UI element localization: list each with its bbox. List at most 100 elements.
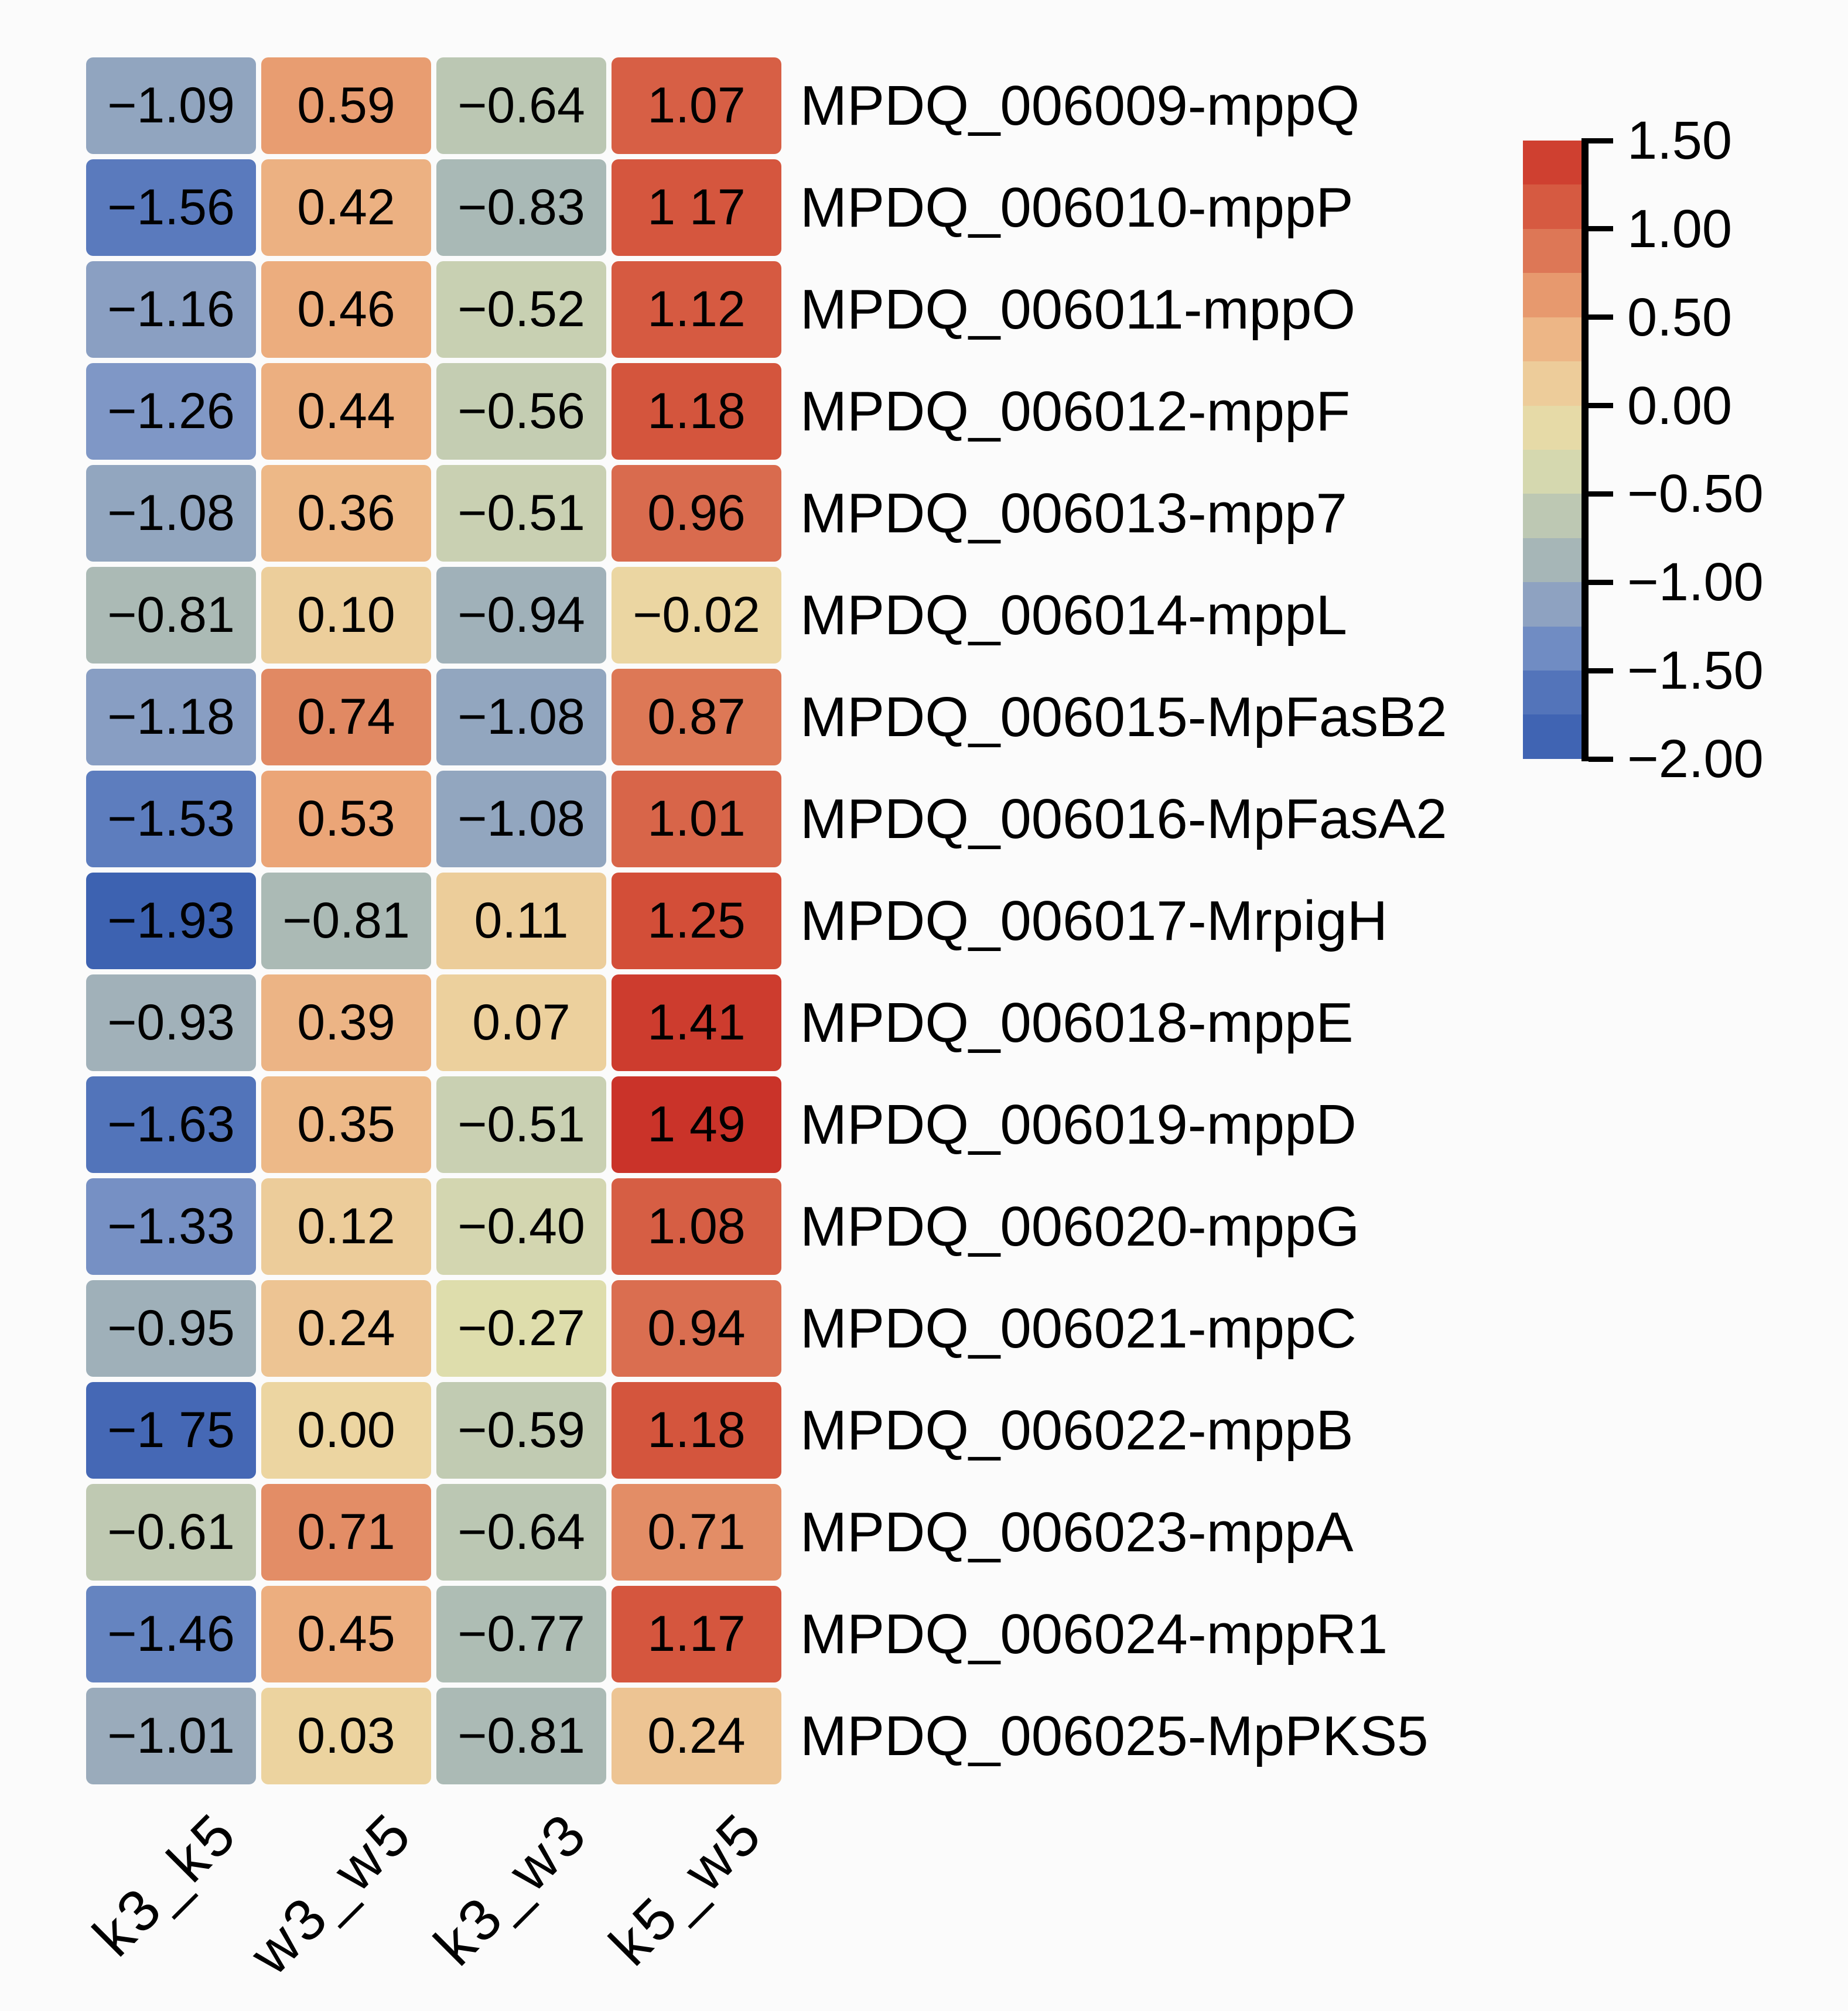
heatmap-cell: −1.08 bbox=[86, 465, 256, 562]
cell-value: 1.18 bbox=[647, 1402, 746, 1458]
cell-value: 0.96 bbox=[647, 485, 746, 541]
heatmap-cell: 0.03 bbox=[261, 1688, 431, 1784]
row-label: MPDQ_006012-mppF bbox=[800, 380, 1351, 443]
cell-value: −0.81 bbox=[457, 1708, 585, 1764]
heatmap-cell: 0.36 bbox=[261, 465, 431, 562]
cell-value: −0.40 bbox=[457, 1198, 585, 1254]
colorbar-band bbox=[1523, 449, 1581, 494]
heatmap-cell: −0.64 bbox=[436, 57, 606, 154]
colorbar-gradient bbox=[1523, 141, 1581, 759]
heatmap-cell: −1.33 bbox=[86, 1178, 256, 1275]
cell-value: 0.46 bbox=[297, 281, 395, 337]
heatmap-cell: −0.51 bbox=[436, 1076, 606, 1173]
cell-value: −0.27 bbox=[457, 1300, 585, 1356]
heatmap-cell: −0.81 bbox=[436, 1688, 606, 1784]
heatmap-cell: 0.35 bbox=[261, 1076, 431, 1173]
cell-value: −1 75 bbox=[107, 1402, 235, 1458]
heatmap-cell: −1 75 bbox=[86, 1382, 256, 1479]
row-label: MPDQ_006024-mppR1 bbox=[800, 1603, 1388, 1665]
colorbar-axis-line bbox=[1581, 138, 1589, 761]
heatmap-cell: −1.09 bbox=[86, 57, 256, 154]
heatmap-cell: 0.24 bbox=[261, 1280, 431, 1377]
heatmap-cell: −1.46 bbox=[86, 1586, 256, 1682]
cell-value: 0.10 bbox=[297, 587, 395, 643]
row-label: MPDQ_006023-mppA bbox=[800, 1501, 1354, 1564]
heatmap-cell: −0.40 bbox=[436, 1178, 606, 1275]
colorbar-tick bbox=[1589, 668, 1613, 673]
cell-value: −0.61 bbox=[107, 1504, 235, 1560]
heatmap-cell: −0.02 bbox=[612, 567, 781, 664]
colorbar-band bbox=[1523, 626, 1581, 671]
row-label: MPDQ_006016-MpFasA2 bbox=[800, 788, 1447, 850]
heatmap-cell: 1 17 bbox=[612, 159, 781, 256]
heatmap-cell: −0.81 bbox=[86, 567, 256, 664]
cell-value: 0.42 bbox=[297, 179, 395, 235]
colorbar-tick bbox=[1589, 226, 1613, 232]
heatmap-cell: 0.45 bbox=[261, 1586, 431, 1682]
cell-value: −0.64 bbox=[457, 1504, 585, 1560]
cell-value: 0.24 bbox=[297, 1300, 395, 1356]
heatmap-cell: 0.59 bbox=[261, 57, 431, 154]
colorbar-band bbox=[1523, 714, 1581, 759]
cell-value: 1.17 bbox=[647, 1606, 746, 1662]
cell-value: −1.08 bbox=[457, 689, 585, 745]
cell-value: −0.56 bbox=[457, 383, 585, 439]
colorbar-band bbox=[1523, 405, 1581, 450]
cell-value: 1.18 bbox=[647, 383, 746, 439]
row-label: MPDQ_006010-mppP bbox=[800, 176, 1354, 239]
heatmap-cell: −1.53 bbox=[86, 771, 256, 867]
cell-value: −0.59 bbox=[457, 1402, 585, 1458]
colorbar-tick-label: −1.50 bbox=[1627, 641, 1764, 701]
cell-value: 0.71 bbox=[647, 1504, 746, 1560]
heatmap-cell: 1.41 bbox=[612, 974, 781, 1071]
heatmap-cell: 0.42 bbox=[261, 159, 431, 256]
heatmap-cell: 0.87 bbox=[612, 669, 781, 765]
cell-value: 1.08 bbox=[647, 1198, 746, 1254]
heatmap-cell: −0.81 bbox=[261, 873, 431, 969]
heatmap-cell: 0.24 bbox=[612, 1688, 781, 1784]
row-label: MPDQ_006011-mppO bbox=[800, 278, 1355, 341]
heatmap-cell: 1.01 bbox=[612, 771, 781, 867]
heatmap-cell: 0.53 bbox=[261, 771, 431, 867]
cell-value: −1.63 bbox=[107, 1096, 235, 1152]
heatmap-cell: −0.64 bbox=[436, 1484, 606, 1581]
cell-value: −1.26 bbox=[107, 383, 235, 439]
colorbar-tick bbox=[1589, 403, 1613, 409]
cell-value: 0.45 bbox=[297, 1606, 395, 1662]
cell-value: −0.83 bbox=[457, 179, 585, 235]
heatmap-cell: −0.56 bbox=[436, 363, 606, 460]
colorbar-band bbox=[1523, 494, 1581, 538]
colorbar-band bbox=[1523, 361, 1581, 406]
cell-value: −0.52 bbox=[457, 281, 585, 337]
cell-value: −0.95 bbox=[107, 1300, 235, 1356]
cell-value: 0.12 bbox=[297, 1198, 395, 1254]
heatmap-cell: −0.94 bbox=[436, 567, 606, 664]
colorbar-tick bbox=[1589, 579, 1613, 585]
cell-value: 0.44 bbox=[297, 383, 395, 439]
heatmap-cell: 0.39 bbox=[261, 974, 431, 1071]
cell-value: −1.33 bbox=[107, 1198, 235, 1254]
cell-value: 0.94 bbox=[647, 1300, 746, 1356]
heatmap-cell: 0.71 bbox=[261, 1484, 431, 1581]
row-label: MPDQ_006017-MrpigH bbox=[800, 890, 1388, 952]
cell-value: −0.51 bbox=[457, 485, 585, 541]
cell-value: 0.53 bbox=[297, 791, 395, 847]
colorbar-tick-label: −1.00 bbox=[1627, 552, 1764, 613]
cell-value: 0.74 bbox=[297, 689, 395, 745]
cell-value: 0.35 bbox=[297, 1096, 395, 1152]
heatmap-cell: 0.96 bbox=[612, 465, 781, 562]
cell-value: −0.81 bbox=[282, 892, 410, 949]
colorbar-band bbox=[1523, 317, 1581, 362]
colorbar-tick-label: 1.00 bbox=[1627, 199, 1733, 259]
heatmap-cell: 1.08 bbox=[612, 1178, 781, 1275]
heatmap-cell: −0.83 bbox=[436, 159, 606, 256]
cell-value: 1.01 bbox=[647, 791, 746, 847]
cell-value: 1.41 bbox=[647, 994, 746, 1051]
heatmap-cell: 0.10 bbox=[261, 567, 431, 664]
heatmap-cell: −0.93 bbox=[86, 974, 256, 1071]
row-label: MPDQ_006018-mppE bbox=[800, 991, 1354, 1054]
heatmap-cell: −1.26 bbox=[86, 363, 256, 460]
cell-value: 0.39 bbox=[297, 994, 395, 1051]
cell-value: −0.77 bbox=[457, 1606, 585, 1662]
